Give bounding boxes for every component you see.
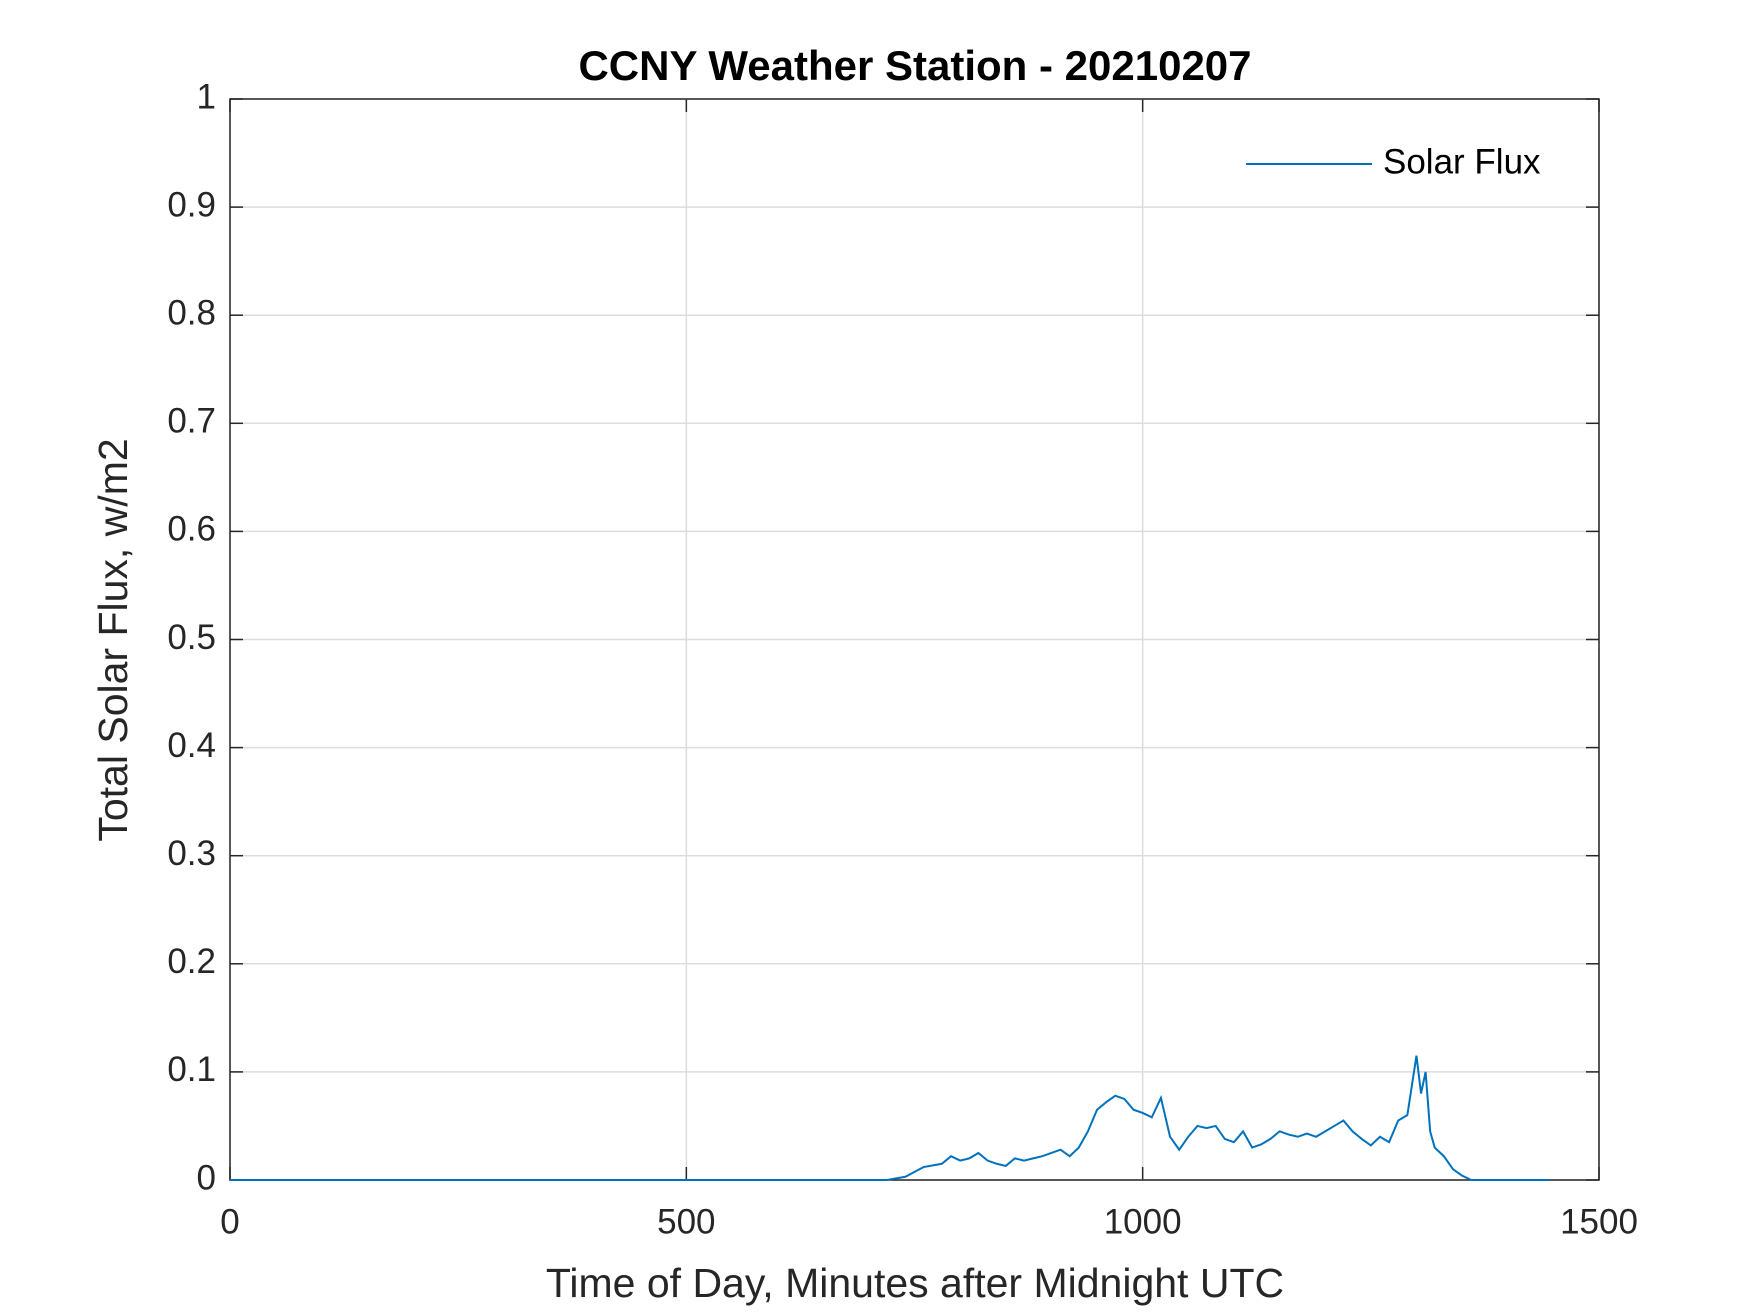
y-tick-label: 0.6 (167, 510, 216, 549)
legend-label: Solar Flux (1383, 142, 1541, 181)
y-tick-label: 0.2 (167, 942, 216, 981)
y-axis-label: Total Solar Flux, w/m2 (90, 438, 136, 841)
y-tick-label: 0.5 (167, 618, 216, 657)
x-tick-label: 0 (220, 1202, 239, 1241)
chart-title: CCNY Weather Station - 20210207 (578, 42, 1251, 89)
y-tick-label: 0.7 (167, 402, 216, 441)
axes-box (229, 98, 1600, 1181)
y-tick-label: 1 (197, 77, 216, 116)
x-tick-label: 1500 (1560, 1202, 1638, 1241)
y-tick-label: 0.1 (167, 1050, 216, 1089)
x-tick-label: 500 (657, 1202, 715, 1241)
x-tick-label: 1000 (1104, 1202, 1182, 1241)
y-tick-label: 0 (197, 1158, 216, 1197)
x-axis-label: Time of Day, Minutes after Midnight UTC (546, 1260, 1284, 1306)
data-line (230, 1055, 1549, 1181)
y-tick-label: 0.9 (167, 185, 216, 224)
y-tick-label: 0.3 (167, 834, 216, 873)
y-tick-label: 0.8 (167, 293, 216, 332)
y-tick-label: 0.4 (167, 726, 216, 765)
